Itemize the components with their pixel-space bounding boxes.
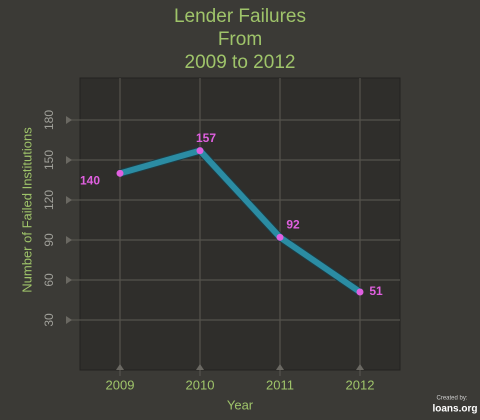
marker — [356, 288, 364, 296]
y-tick-label: 60 — [42, 273, 56, 287]
tick-arrow — [356, 364, 364, 370]
x-axis-label: Year — [227, 397, 254, 412]
tick-arrow — [66, 236, 72, 244]
y-tick-label: 30 — [42, 313, 56, 327]
y-tick-label: 90 — [42, 233, 56, 247]
data-label: 157 — [196, 131, 216, 145]
data-label: 140 — [80, 174, 100, 188]
marker — [276, 233, 284, 241]
tick-arrow — [66, 316, 72, 324]
x-tick-label: 2009 — [106, 377, 135, 392]
x-tick-label: 2011 — [266, 377, 294, 392]
credit-label: Created by: — [436, 396, 467, 402]
y-tick-label: 120 — [42, 190, 56, 210]
chart-title: Lender Failures — [174, 6, 306, 27]
tick-arrow — [66, 196, 72, 204]
tick-arrow — [116, 364, 124, 370]
marker — [116, 169, 124, 177]
plot-area — [79, 77, 401, 371]
chart-title: 2009 to 2012 — [185, 52, 296, 73]
tick-arrow — [66, 156, 72, 164]
x-tick-label: 2012 — [346, 377, 375, 392]
tick-arrow — [276, 364, 284, 370]
tick-arrow — [66, 276, 72, 284]
line — [119, 147, 362, 295]
data-label: 92 — [286, 218, 300, 232]
data-label: 51 — [369, 284, 383, 298]
x-tick-label: 2010 — [186, 377, 215, 392]
marker — [196, 147, 204, 155]
tick-arrow — [196, 364, 204, 370]
y-tick-label: 150 — [42, 150, 56, 170]
chart-title: From — [218, 29, 262, 50]
tick-arrow — [66, 116, 72, 124]
credit-brand: loans.org — [432, 404, 477, 415]
y-tick-label: 180 — [42, 110, 56, 130]
y-axis-label: Number of Failed Institutions — [19, 127, 34, 293]
